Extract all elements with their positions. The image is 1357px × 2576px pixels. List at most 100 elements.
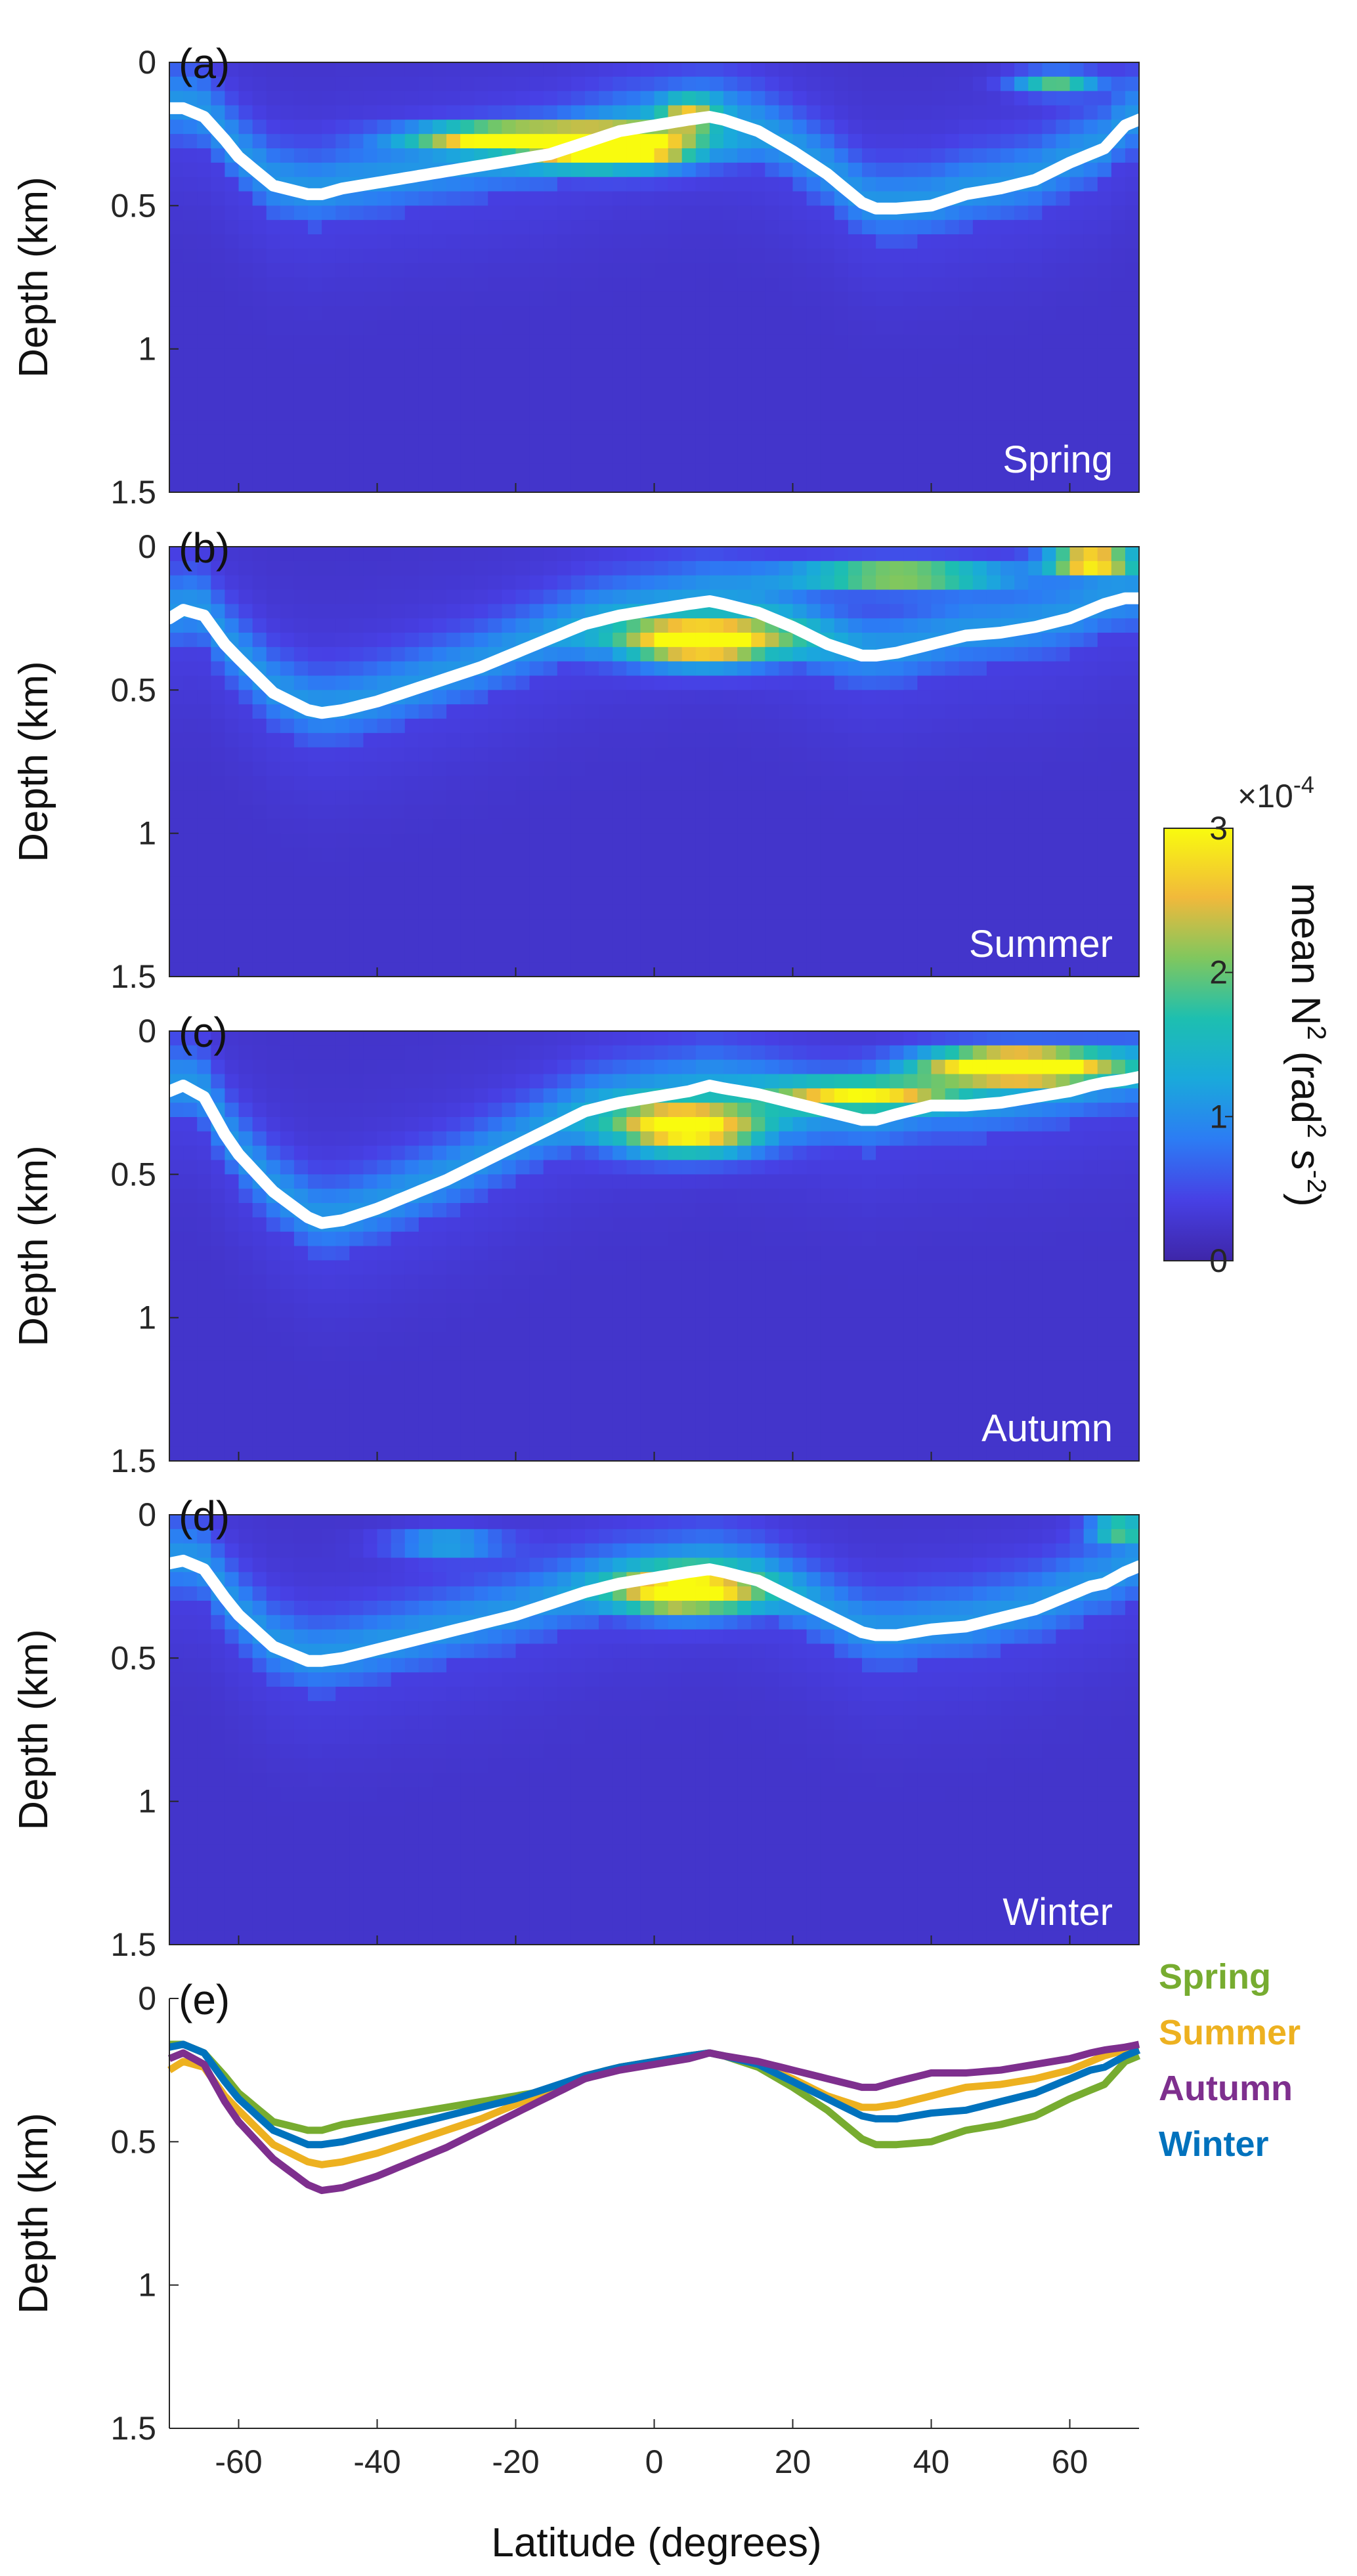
heatmap-cell	[1111, 919, 1126, 935]
heatmap-cell	[391, 1117, 406, 1132]
heatmap-cell	[959, 862, 974, 877]
heatmap-cell	[640, 306, 655, 321]
heatmap-cell	[986, 904, 1001, 920]
heatmap-cell	[1111, 862, 1126, 877]
heatmap-cell	[293, 320, 309, 335]
heatmap-cell	[585, 919, 599, 935]
heatmap-cell	[377, 76, 392, 92]
heatmap-cell	[654, 904, 669, 920]
heatmap-cell	[848, 377, 863, 392]
heatmap-cell	[834, 205, 849, 221]
heatmap-cell	[502, 604, 517, 619]
heatmap-cell	[723, 478, 738, 493]
heatmap-cell	[681, 904, 697, 920]
heatmap-cell	[446, 732, 461, 748]
heatmap-cell	[391, 833, 406, 849]
heatmap-cell	[903, 148, 918, 163]
heatmap-cell	[1097, 904, 1112, 920]
heatmap-cell	[432, 449, 447, 465]
heatmap-cell	[751, 263, 766, 278]
heatmap-cell	[876, 148, 890, 163]
heatmap-cell	[820, 148, 835, 163]
heatmap-cell	[183, 962, 198, 977]
heatmap-cell	[252, 876, 267, 891]
heatmap-cell	[169, 1103, 184, 1118]
heatmap-cell	[792, 761, 808, 777]
heatmap-cell	[293, 363, 309, 379]
heatmap-cell	[349, 234, 364, 249]
heatmap-cell	[1125, 234, 1140, 249]
heatmap-cell	[1014, 205, 1029, 221]
heatmap-cell	[737, 248, 752, 264]
heatmap-cell	[363, 891, 378, 906]
heatmap-cell	[404, 1375, 420, 1390]
heatmap-cell	[1042, 704, 1057, 719]
heatmap-cell	[183, 406, 198, 421]
heatmap-cell	[1014, 291, 1029, 306]
heatmap-cell	[779, 406, 794, 421]
heatmap-cell	[1125, 320, 1140, 335]
heatmap-cell	[862, 633, 876, 648]
heatmap-cell	[681, 148, 697, 163]
heatmap-cell	[432, 248, 447, 264]
heatmap-cell	[238, 277, 253, 293]
heatmap-cell	[252, 449, 267, 465]
heatmap-cell	[640, 646, 655, 662]
heatmap-cell	[640, 919, 655, 935]
heatmap-cell	[640, 177, 655, 192]
heatmap-cell	[695, 334, 710, 350]
heatmap-cell	[668, 306, 683, 321]
heatmap-cell	[418, 1389, 433, 1404]
heatmap-cell	[751, 234, 766, 249]
heatmap-cell	[515, 690, 530, 705]
heatmap-cell	[709, 904, 724, 920]
heatmap-cell	[1083, 904, 1098, 920]
heatmap-cell	[986, 291, 1001, 306]
heatmap-cell	[515, 263, 530, 278]
heatmap-cell	[252, 891, 267, 906]
heatmap-cell	[211, 205, 226, 221]
heatmap-cell	[640, 148, 655, 163]
heatmap-cell	[792, 406, 808, 421]
heatmap-cell	[391, 589, 406, 605]
heatmap-cell	[460, 1246, 475, 1261]
heatmap-cell	[460, 1446, 475, 1462]
heatmap-cell	[404, 348, 420, 364]
heatmap-cell	[1056, 675, 1071, 691]
heatmap-cell	[197, 1346, 212, 1361]
heatmap-cell	[502, 719, 517, 734]
heatmap-cell	[502, 91, 517, 106]
heatmap-cell	[515, 76, 530, 92]
heatmap-cell	[986, 732, 1001, 748]
heatmap-cell	[211, 575, 226, 591]
heatmap-cell	[1056, 478, 1071, 493]
heatmap-cell	[225, 277, 240, 293]
heatmap-cell	[571, 948, 586, 963]
heatmap-cell	[779, 646, 794, 662]
heatmap-cell	[377, 420, 392, 436]
heatmap-cell	[599, 675, 613, 691]
heatmap-cell	[1125, 618, 1140, 633]
heatmap-cell	[502, 1418, 517, 1433]
heatmap-cell	[1014, 818, 1029, 834]
heatmap-cell	[446, 862, 461, 877]
heatmap-cell	[917, 334, 932, 350]
heatmap-cell	[377, 148, 392, 163]
heatmap-cell	[211, 1189, 226, 1204]
heatmap-cell	[363, 334, 378, 350]
heatmap-cell	[654, 675, 669, 691]
heatmap-cell	[779, 919, 794, 935]
heatmap-cell	[1042, 891, 1057, 906]
heatmap-cell	[1028, 962, 1043, 977]
heatmap-cell	[820, 220, 835, 235]
heatmap-cell	[404, 862, 420, 877]
heatmap-cell	[308, 320, 322, 335]
heatmap-cell	[806, 761, 821, 777]
heatmap-cell	[820, 661, 835, 677]
heatmap-cell	[293, 91, 309, 106]
heatmap-cell	[183, 675, 198, 691]
heatmap-cell	[418, 732, 433, 748]
heatmap-cell	[765, 105, 780, 121]
heatmap-cell	[266, 1145, 281, 1161]
heatmap-cell	[446, 1074, 461, 1089]
